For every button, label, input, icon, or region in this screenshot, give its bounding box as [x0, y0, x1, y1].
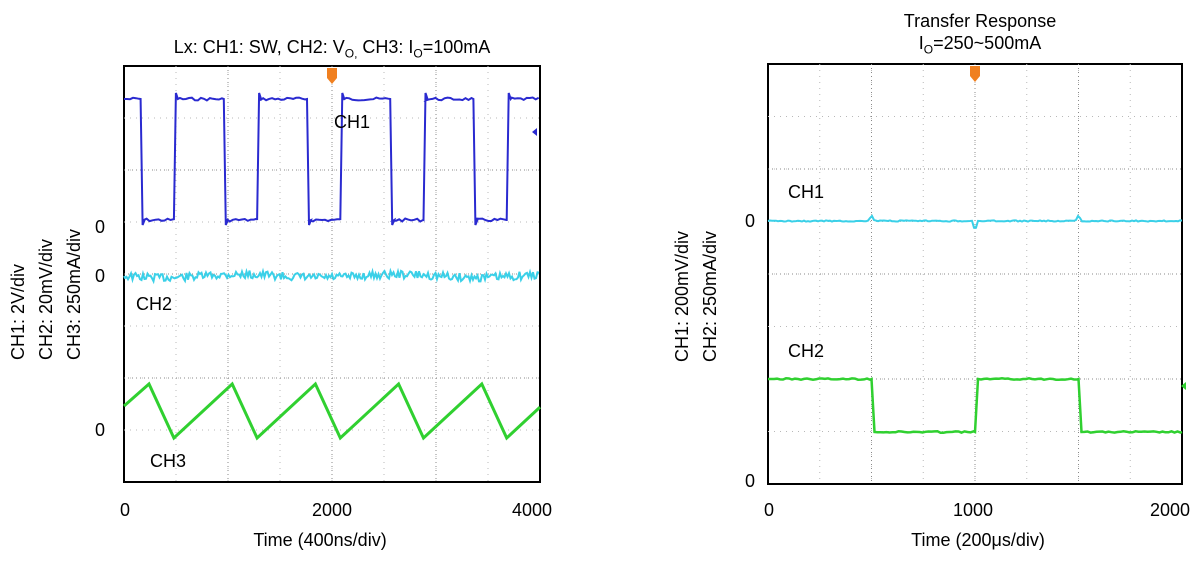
chart2-zero-ch1: 0 [745, 211, 756, 231]
chart1-series-ch3 [123, 381, 542, 441]
chart1-xtick-1: 2000 [312, 500, 353, 520]
chart2-zero-ch2: 0 [745, 471, 756, 491]
chart1-series-label-ch3: CH3 [150, 451, 187, 471]
chart2-ylabel-ch1: CH1: 200mV/div [672, 230, 692, 362]
chart2-series-ch1 [767, 214, 1183, 229]
chart1-title: Lx: CH1: SW, CH2: VO, CH3: IO=100mA [173, 37, 491, 61]
chart2-xtick-1: 1000 [953, 500, 994, 520]
chart2-xlabel: Time (200μs/div) [911, 530, 1045, 550]
chart1-ylabel-ch3: CH3: 250mA/div [64, 228, 84, 360]
chart1-ylabel-ch1: CH1: 2V/div [8, 263, 28, 360]
chart2-series-ch2 [768, 377, 1183, 434]
chart2-plot [767, 63, 1186, 485]
chart2-ch2-marker [1181, 382, 1186, 390]
chart1-plot [123, 65, 542, 483]
chart2-xtick-2: 2000 [1150, 500, 1191, 520]
chart2-ylabel-ch2: CH2: 250mA/div [700, 230, 720, 362]
chart1-series-ch2 [123, 267, 540, 285]
chart1-zero-ch1: 0 [95, 217, 106, 237]
chart2-ylabel: CH1: 200mV/div CH2: 250mA/div [668, 231, 724, 362]
chart1-xtick-0: 0 [120, 500, 131, 520]
chart1-zero-ch3: 0 [95, 420, 106, 440]
chart1-ylabel: CH1: 2V/div CH2: 20mV/div CH3: 250mA/div [4, 229, 88, 360]
chart1-ch1-marker [532, 128, 537, 136]
chart2-series-label-ch2: CH2 [788, 341, 825, 361]
chart1-series-label-ch2: CH2 [136, 294, 173, 314]
chart1-series-ch1 [124, 92, 540, 226]
chart2-series-label-ch1: CH1 [788, 182, 825, 202]
chart2-title-line1: Transfer Response [903, 11, 1057, 31]
chart2-xtick-0: 0 [764, 500, 775, 520]
chart1-trigger-marker [327, 68, 337, 84]
chart1-zero-ch2: 0 [95, 266, 106, 286]
chart1-xtick-2: 4000 [512, 500, 553, 520]
chart1-ylabel-ch2: CH2: 20mV/div [36, 238, 56, 360]
chart2-title: Transfer Response IO=250~500mA [820, 10, 1140, 61]
chart1-series-label-ch1: CH1 [334, 112, 371, 132]
chart2-trigger-marker [970, 66, 980, 82]
chart2-title-line2: IO=250~500mA [918, 33, 1042, 57]
chart1-xlabel: Time (400ns/div) [253, 530, 387, 550]
